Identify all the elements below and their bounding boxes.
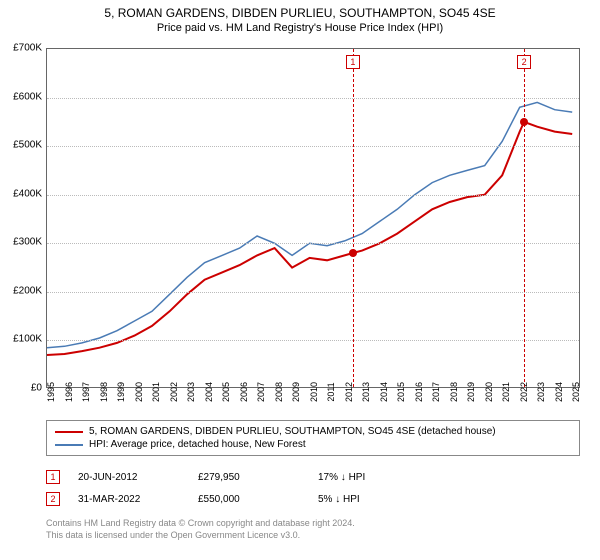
xtick-label: 2019 [466,382,476,402]
event-vline [353,49,354,387]
event-marker-box: 1 [346,55,360,69]
xtick-label: 2005 [221,382,231,402]
xtick-label: 1996 [64,382,74,402]
xtick-label: 2003 [186,382,196,402]
legend-row: HPI: Average price, detached house, New … [55,438,571,451]
xtick-label: 1997 [81,382,91,402]
xtick-label: 2014 [379,382,389,402]
sale-marker: 2 [46,492,60,506]
xtick-label: 2006 [239,382,249,402]
xtick-label: 2025 [571,382,581,402]
event-vline [524,49,525,387]
attribution-line1: Contains HM Land Registry data © Crown c… [46,518,580,530]
title-subtitle: Price paid vs. HM Land Registry's House … [0,22,600,34]
xtick-label: 2018 [449,382,459,402]
xtick-label: 2008 [274,382,284,402]
ytick-label: £0 [2,383,42,394]
xtick-label: 2022 [519,382,529,402]
xtick-label: 2011 [326,382,336,401]
sale-point [520,118,528,126]
gridline-h [47,146,579,147]
legend-swatch [55,444,83,446]
legend: 5, ROMAN GARDENS, DIBDEN PURLIEU, SOUTHA… [46,420,580,456]
xtick-label: 2009 [291,382,301,402]
sale-point [349,249,357,257]
chart-container: 5, ROMAN GARDENS, DIBDEN PURLIEU, SOUTHA… [0,0,600,560]
xtick-label: 2000 [134,382,144,402]
sales-row: 1 20-JUN-2012£279,95017% ↓ HPI [46,466,580,488]
sale-delta: 17% ↓ HPI [318,472,408,483]
xtick-label: 2015 [396,382,406,402]
sale-delta: 5% ↓ HPI [318,494,408,505]
gridline-h [47,98,579,99]
legend-row: 5, ROMAN GARDENS, DIBDEN PURLIEU, SOUTHA… [55,425,571,438]
legend-swatch [55,431,83,433]
xtick-label: 2016 [414,382,424,402]
ytick-label: £400K [2,188,42,199]
sale-price: £279,950 [198,472,318,483]
series-line-hpi [47,102,572,347]
ytick-label: £100K [2,334,42,345]
xtick-label: 2004 [204,382,214,402]
xtick-label: 2020 [484,382,494,402]
xtick-label: 1995 [46,382,56,402]
attribution-line2: This data is licensed under the Open Gov… [46,530,580,542]
sales-table: 1 20-JUN-2012£279,95017% ↓ HPI 2 31-MAR-202… [46,466,580,510]
ytick-label: £300K [2,237,42,248]
xtick-label: 2010 [309,382,319,402]
sale-price: £550,000 [198,494,318,505]
series-line-price_paid [47,122,572,355]
chart-plot-area: 12 [46,48,580,388]
xtick-label: 2013 [361,382,371,402]
xtick-label: 2007 [256,382,266,402]
gridline-h [47,292,579,293]
xtick-label: 2012 [344,382,354,402]
attribution: Contains HM Land Registry data © Crown c… [46,518,580,541]
xtick-label: 2002 [169,382,179,402]
sale-marker: 1 [46,470,60,484]
sale-date: 31-MAR-2022 [78,494,198,505]
xtick-label: 2024 [554,382,564,402]
gridline-h [47,195,579,196]
ytick-label: £500K [2,140,42,151]
title-block: 5, ROMAN GARDENS, DIBDEN PURLIEU, SOUTHA… [0,0,600,36]
ytick-label: £200K [2,285,42,296]
event-marker-box: 2 [517,55,531,69]
gridline-h [47,340,579,341]
title-address: 5, ROMAN GARDENS, DIBDEN PURLIEU, SOUTHA… [0,6,600,20]
legend-label: HPI: Average price, detached house, New … [89,439,306,450]
chart-lines-svg [47,49,579,387]
xtick-label: 2023 [536,382,546,402]
legend-label: 5, ROMAN GARDENS, DIBDEN PURLIEU, SOUTHA… [89,426,496,437]
xtick-label: 1999 [116,382,126,402]
sale-date: 20-JUN-2012 [78,472,198,483]
xtick-label: 2017 [431,382,441,402]
ytick-label: £600K [2,91,42,102]
gridline-h [47,243,579,244]
ytick-label: £700K [2,43,42,54]
xtick-label: 1998 [99,382,109,402]
sales-row: 2 31-MAR-2022£550,0005% ↓ HPI [46,488,580,510]
xtick-label: 2001 [151,382,161,402]
xtick-label: 2021 [501,382,511,402]
